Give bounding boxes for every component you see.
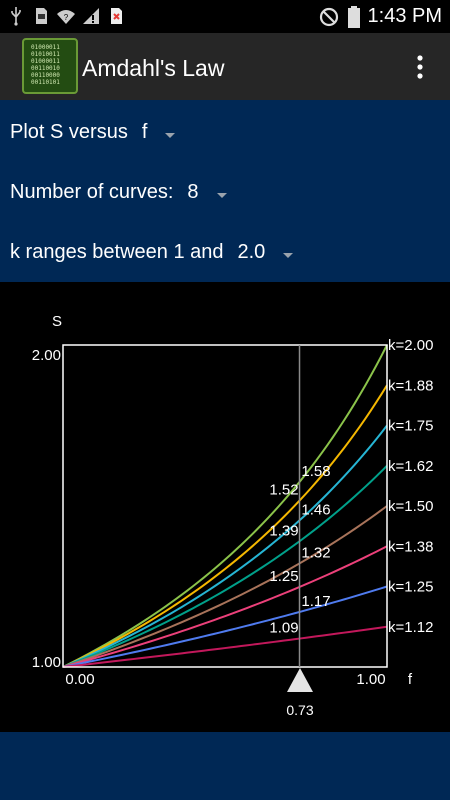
number-of-curves-label: Number of curves: [10, 180, 174, 203]
app-icon-line: 00110000 [31, 72, 60, 79]
spinner-arrow-icon[interactable] [283, 252, 294, 258]
cursor-value-label: 1.58 [301, 463, 330, 480]
series-end-label: k=1.25 [388, 579, 433, 596]
overflow-menu-icon[interactable] [410, 52, 430, 82]
number-of-curves-spinner[interactable]: 8 [187, 180, 199, 203]
end-labels-group: k=2.00 k=1.88 k=1.75 k=1.62 k=1.50 k=1.38 k=1.… [388, 337, 433, 636]
series-line [62, 384, 388, 668]
y-axis-label: S [52, 313, 62, 330]
cursor-value-label: 1.52 [269, 482, 298, 499]
number-of-curves-row: Number of curves: 8 [10, 172, 227, 212]
k-range-row: k ranges between 1 and 2.0 [10, 232, 294, 272]
series-line [62, 625, 388, 668]
series-end-label: k=1.88 [388, 377, 433, 394]
do-not-disturb-icon [319, 7, 338, 26]
app-icon-line: 00110010 [31, 65, 60, 72]
plot-frame [62, 344, 388, 668]
app-icon-line: 01010011 [31, 51, 60, 58]
plot-versus-spinner[interactable]: f [141, 120, 148, 143]
k-range-label: k ranges between 1 and [10, 240, 224, 263]
spinner-arrow-icon[interactable] [216, 192, 227, 198]
cursor-value-label: 1.39 [269, 522, 298, 539]
series-end-label: k=1.62 [388, 458, 433, 475]
y-tick-label: 1.00 [32, 654, 61, 671]
slider-value: 0.73 [286, 702, 313, 718]
series-line [62, 465, 388, 668]
sd-card-icon [36, 8, 47, 24]
amdahl-chart: 1.581.521.461.391.321.251.171.09 k=2.00k… [32, 313, 434, 718]
slider-handle[interactable] [287, 668, 313, 692]
battery-icon [347, 5, 360, 28]
cursor-value-label: 1.09 [269, 620, 298, 637]
y-tick-label: 2.00 [32, 347, 61, 364]
bottom-band [0, 732, 450, 800]
series-line [62, 344, 388, 668]
status-left-icons: ? [6, 5, 126, 27]
usb-icon [11, 7, 21, 26]
series-end-label: k=1.38 [388, 538, 433, 555]
plot-versus-label: Plot S versus [10, 120, 128, 143]
status-right: 1:43 PM [318, 0, 442, 33]
x-axis-label: f [408, 671, 413, 688]
curves-group [62, 344, 388, 668]
series-line [62, 545, 388, 668]
app-icon-line: 01000011 [31, 58, 60, 65]
plot-versus-row: Plot S versus f [10, 112, 176, 152]
series-line [62, 424, 388, 668]
status-bar: ? 1:43 PM [0, 0, 450, 33]
app-logo-icon: 01000011 01010011 01000011 00110010 0011… [22, 38, 78, 94]
series-end-label: k=1.50 [388, 498, 433, 515]
cursor-value-label: 1.32 [301, 544, 330, 561]
series-line [62, 505, 388, 668]
x-tick-label: 1.00 [356, 671, 385, 688]
spinner-arrow-icon[interactable] [165, 132, 176, 138]
app-title: Amdahl's Law [82, 55, 225, 81]
x-tick-label: 0.00 [65, 671, 94, 688]
cursor-value-label: 1.25 [269, 568, 298, 585]
k-range-spinner[interactable]: 2.0 [237, 240, 266, 263]
sim-error-icon [111, 8, 122, 24]
app-icon-line: 00110101 [31, 79, 60, 86]
status-time: 1:43 PM [367, 5, 442, 27]
series-end-label: k=1.12 [388, 619, 433, 636]
cursor-value-label: 1.46 [301, 501, 330, 518]
controls-panel: Plot S versus f Number of curves: 8 k ra… [0, 100, 450, 282]
series-end-label: k=1.75 [388, 418, 433, 435]
app-icon-line: 01000011 [31, 44, 60, 51]
series-end-label: k=2.00 [388, 337, 433, 354]
cursor-labels-group: 1.581.521.461.391.321.251.171.09 [269, 463, 330, 637]
signal-alert-icon [83, 8, 99, 24]
cursor-value-label: 1.17 [301, 593, 330, 610]
series-line [62, 585, 388, 668]
wifi-question-icon: ? [57, 10, 75, 24]
svg-text:?: ? [64, 13, 69, 22]
plot-area: 1.58 1.52 1.46 1.39 1.32 1.25 1.17 1.09 k=2.00 k… [0, 282, 450, 732]
